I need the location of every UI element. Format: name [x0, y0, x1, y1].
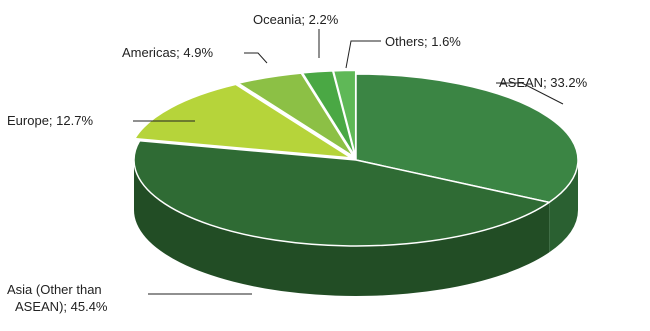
- label-asean: ASEAN; 33.2%: [499, 75, 588, 90]
- label-europe: Europe; 12.7%: [7, 113, 93, 128]
- slice-labels: ASEAN; 33.2% Asia (Other than ASEAN); 45…: [7, 12, 588, 314]
- leader-americas: [244, 52, 268, 64]
- label-americas: Americas; 4.9%: [122, 45, 213, 60]
- slice-side-asia-other-than-asean: [134, 160, 550, 296]
- label-oceania: Oceania; 2.2%: [253, 12, 339, 27]
- slice-americas: [237, 72, 355, 158]
- label-asia-line2: ASEAN); 45.4%: [15, 299, 108, 314]
- leader-asean: [496, 82, 564, 105]
- label-leaders: [133, 29, 564, 295]
- slice-europe: [134, 83, 352, 159]
- slice-others: [332, 69, 357, 158]
- label-others: Others; 1.6%: [385, 34, 461, 49]
- label-asia-line1: Asia (Other than: [7, 282, 102, 297]
- slice-asean: [355, 73, 579, 204]
- pie-slices: [133, 69, 579, 247]
- slice-asia-other-than-asean: [133, 139, 550, 247]
- leader-others: [345, 40, 381, 69]
